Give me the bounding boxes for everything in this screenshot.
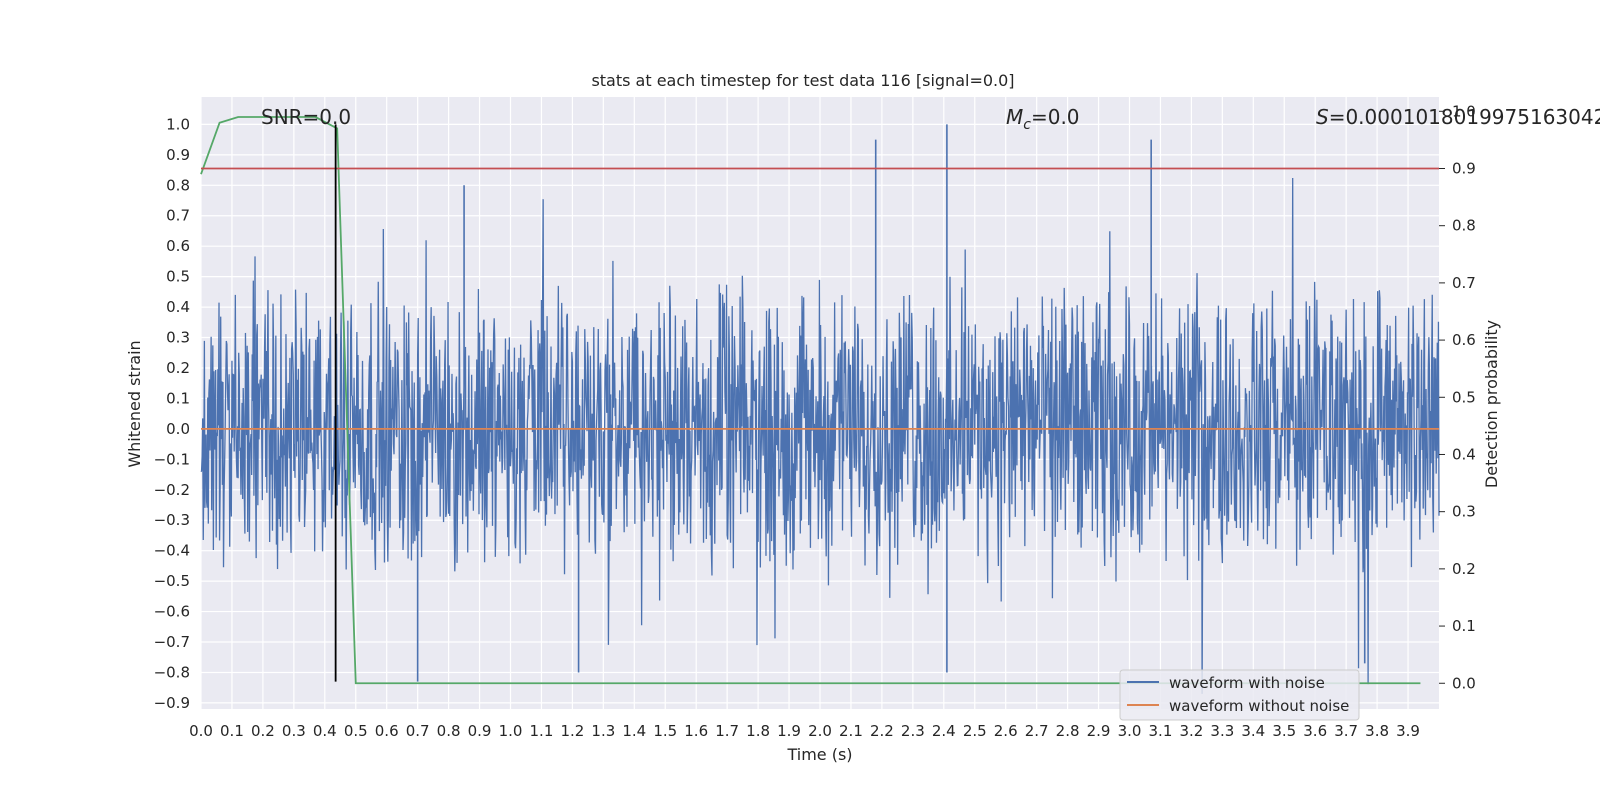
x-tick-label: 2.5	[963, 722, 987, 740]
x-tick-label: 2.7	[1025, 722, 1049, 740]
x-tick-label: 2.8	[1056, 722, 1080, 740]
x-tick-label: 0.7	[406, 722, 430, 740]
x-tick-label: 0.2	[251, 722, 275, 740]
y2-tick-label: 0.1	[1452, 617, 1476, 635]
y2-tick-label: 0.8	[1452, 217, 1476, 235]
y-tick-label: −0.3	[154, 511, 190, 529]
detection-probability-line	[200, 116, 1421, 685]
x-tick-label: 2.9	[1087, 722, 1111, 740]
y2-tick-label: 0.3	[1452, 503, 1476, 521]
y-tick-label: 0.8	[166, 176, 190, 194]
y-tick-label: 1.0	[166, 115, 190, 133]
x-tick-label: 2.0	[808, 722, 832, 740]
x-tick-label: 3.0	[1118, 722, 1142, 740]
x-tick-label: 3.1	[1149, 722, 1173, 740]
mc-value: =0.0	[1031, 105, 1080, 129]
s-annotation: S=0.00010180199751630425	[1316, 105, 1600, 129]
x-tick-label: 3.4	[1241, 722, 1265, 740]
y-tick-label: −0.6	[154, 603, 190, 621]
mc-subscript: c	[1023, 117, 1031, 133]
x-tick-label: 3.7	[1334, 722, 1358, 740]
x-tick-label: 0.8	[437, 722, 461, 740]
y-tick-label: 0.1	[166, 389, 190, 407]
x-tick-label: 1.8	[746, 722, 770, 740]
x-tick-label: 1.7	[715, 722, 739, 740]
y2-tick-label: 0.7	[1452, 274, 1476, 292]
x-tick-label: 0.4	[313, 722, 337, 740]
y2-axis-label: Detection probability	[1482, 320, 1501, 488]
x-tick-label: 0.3	[282, 722, 306, 740]
x-tick-label: 2.1	[839, 722, 863, 740]
s-symbol: S	[1316, 105, 1329, 129]
x-axis-label: Time (s)	[786, 745, 852, 764]
x-tick-label: 0.5	[344, 722, 368, 740]
legend-box	[1119, 669, 1360, 721]
y-tick-label: −0.9	[154, 694, 190, 712]
y-tick-label: 0.5	[166, 268, 190, 286]
x-tick-label: 0.9	[468, 722, 492, 740]
y2-tick-label: 0.5	[1452, 388, 1476, 406]
x-tick-label: 3.8	[1365, 722, 1389, 740]
y-tick-label: −0.8	[154, 663, 190, 681]
legend-label-noise: waveform with noise	[1169, 674, 1325, 692]
y2-tick-label: 0.0	[1452, 674, 1476, 692]
y2-tick-label: 0.4	[1452, 445, 1476, 463]
y-tick-label: 0.9	[166, 146, 190, 164]
x-tick-label: 1.4	[622, 722, 646, 740]
y2-tick-label: 0.9	[1452, 159, 1476, 177]
waveform-with-noise-series	[200, 124, 1440, 694]
legend: waveform with noise waveform without noi…	[1119, 669, 1360, 721]
x-tick-label: 3.2	[1179, 722, 1203, 740]
x-tick-label: 2.3	[901, 722, 925, 740]
snr-annotation: SNR=0.0	[261, 105, 351, 129]
mc-symbol: M	[1006, 105, 1023, 129]
x-tick-label: 1.1	[530, 722, 554, 740]
y-tick-label: 0.2	[166, 359, 190, 377]
y-tick-label: 0.4	[166, 298, 190, 316]
legend-label-clean: waveform without noise	[1169, 697, 1349, 715]
y2-tick-label: 0.2	[1452, 560, 1476, 578]
x-tick-label: 3.6	[1303, 722, 1327, 740]
mc-annotation: Mc=0.0	[1006, 105, 1080, 133]
y-tick-label: 0.7	[166, 207, 190, 225]
y-axis-label: Whitened strain	[125, 340, 144, 467]
y-tick-label: 0.6	[166, 237, 190, 255]
x-tick-label: 3.9	[1396, 722, 1420, 740]
x-tick-label: 1.5	[653, 722, 677, 740]
x-tick-label: 1.6	[684, 722, 708, 740]
x-tick-label: 0.0	[189, 722, 213, 740]
x-tick-label: 3.5	[1272, 722, 1296, 740]
y-tick-label: −0.1	[154, 450, 190, 468]
y-tick-label: −0.5	[154, 572, 190, 590]
y-tick-label: −0.2	[154, 481, 190, 499]
x-tick-label: 3.3	[1210, 722, 1234, 740]
x-tick-label: 0.1	[220, 722, 244, 740]
line-series	[200, 116, 1439, 685]
waveform-with-noise-line	[200, 177, 1440, 694]
axis-ticks: 0.0 0.1 0.2 0.3 0.4 0.5 0.6 0.7 0.8 0.9 1.0 1.1 1.2 1…	[154, 102, 1476, 740]
x-tick-label: 1.2	[560, 722, 584, 740]
y2-tick-label: 1.0	[1452, 102, 1476, 120]
chart-title: stats at each timestep for test data 116…	[591, 71, 1014, 90]
x-tick-label: 2.4	[932, 722, 956, 740]
x-tick-label: 1.0	[499, 722, 523, 740]
x-tick-label: 2.6	[994, 722, 1018, 740]
y2-tick-label: 0.6	[1452, 331, 1476, 349]
y-tick-label: −0.7	[154, 633, 190, 651]
y-tick-label: −0.4	[154, 542, 190, 560]
x-tick-label: 1.3	[591, 722, 615, 740]
s-value: =0.00010180199751630425	[1329, 105, 1600, 129]
y-tick-label: 0.0	[166, 420, 190, 438]
x-tick-label: 0.6	[375, 722, 399, 740]
x-tick-label: 1.9	[777, 722, 801, 740]
x-tick-label: 2.2	[870, 722, 894, 740]
y-tick-label: 0.3	[166, 329, 190, 347]
